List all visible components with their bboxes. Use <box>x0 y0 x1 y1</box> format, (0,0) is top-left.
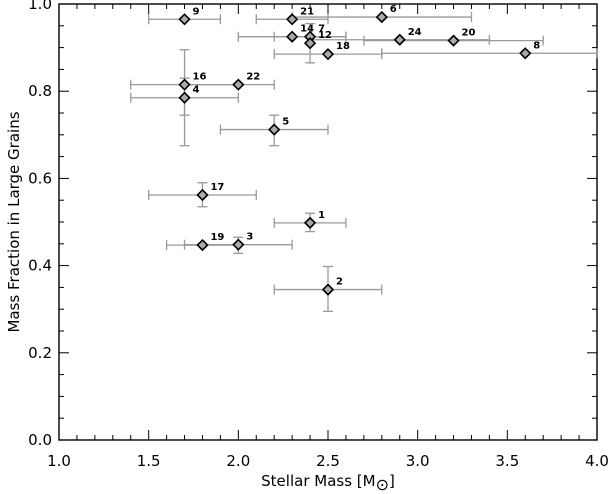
y-tick-label: 1.0 <box>28 0 52 13</box>
data-point-marker <box>375 10 388 24</box>
sun-symbol: ⊙ <box>376 475 389 494</box>
point-label: 22 <box>246 72 260 83</box>
data-point-marker <box>303 216 317 230</box>
y-tick-label: 0.2 <box>28 344 52 362</box>
data-point-marker <box>178 78 191 91</box>
data-point-marker <box>196 238 209 252</box>
x-axis-title-close: ] <box>389 472 395 490</box>
data-point-marker <box>321 283 335 296</box>
plot-frame <box>58 3 598 441</box>
point-label: 20 <box>462 28 476 39</box>
data-point-marker <box>286 13 299 26</box>
y-tick-label: 0.8 <box>28 82 52 100</box>
point-label: 19 <box>210 232 224 243</box>
point-label: 24 <box>408 27 422 38</box>
data-point-marker <box>393 33 406 46</box>
point-label: 1 <box>318 210 325 221</box>
point-label: 14 <box>300 24 314 35</box>
point-label: 18 <box>336 41 350 52</box>
data-point-marker <box>232 78 245 91</box>
y-tick-label: 0.6 <box>28 169 52 187</box>
point-label: 4 <box>193 85 200 96</box>
point-label: 9 <box>193 6 200 17</box>
x-axis-title: Stellar Mass [M⊙] <box>261 472 395 494</box>
x-tick-label: 1.5 <box>137 452 161 470</box>
x-tick-label: 2.5 <box>316 452 340 470</box>
data-point-marker <box>321 48 335 61</box>
point-label: 8 <box>533 40 540 51</box>
point-label: 6 <box>390 4 397 15</box>
y-tick-label: 0.4 <box>28 257 52 275</box>
data-point-marker <box>519 47 532 60</box>
y-tick-label: 0.0 <box>28 431 52 449</box>
data-point-marker <box>178 13 191 26</box>
data-point-marker <box>268 123 281 136</box>
x-tick-label: 2.0 <box>226 452 250 470</box>
point-label: 7 <box>318 24 325 35</box>
point-label: 21 <box>300 6 314 17</box>
x-tick-label: 3.5 <box>495 452 519 470</box>
x-axis-title-text: Stellar Mass [M <box>261 472 375 490</box>
y-axis-title: Mass Fraction in Large Grains <box>5 111 23 332</box>
data-point-marker <box>447 34 460 47</box>
point-labels: 9 21 6 14 712 24 20 18 8 16 22 4 5 17 1 19 3 2 <box>193 4 541 288</box>
point-label: 2 <box>336 277 343 288</box>
data-point-marker <box>196 188 209 202</box>
data-point-marker <box>286 30 299 43</box>
point-label: 12 <box>318 30 332 41</box>
x-tick-label: 1.0 <box>47 452 71 470</box>
axis-ticks: 1.0 1.5 2.0 2.5 3.0 3.5 4.0 0.0 0.2 0.4 0.6 0.8 1.0 <box>28 0 609 470</box>
point-label: 17 <box>210 182 224 193</box>
data-markers <box>178 10 532 296</box>
data-point-marker <box>303 37 317 50</box>
point-label: 16 <box>193 72 207 83</box>
x-tick-label: 3.0 <box>406 452 430 470</box>
point-label: 5 <box>282 117 289 128</box>
x-tick-label: 4.0 <box>585 452 609 470</box>
data-point-marker <box>232 238 245 251</box>
point-label: 3 <box>246 232 253 243</box>
data-point-marker <box>178 91 191 104</box>
